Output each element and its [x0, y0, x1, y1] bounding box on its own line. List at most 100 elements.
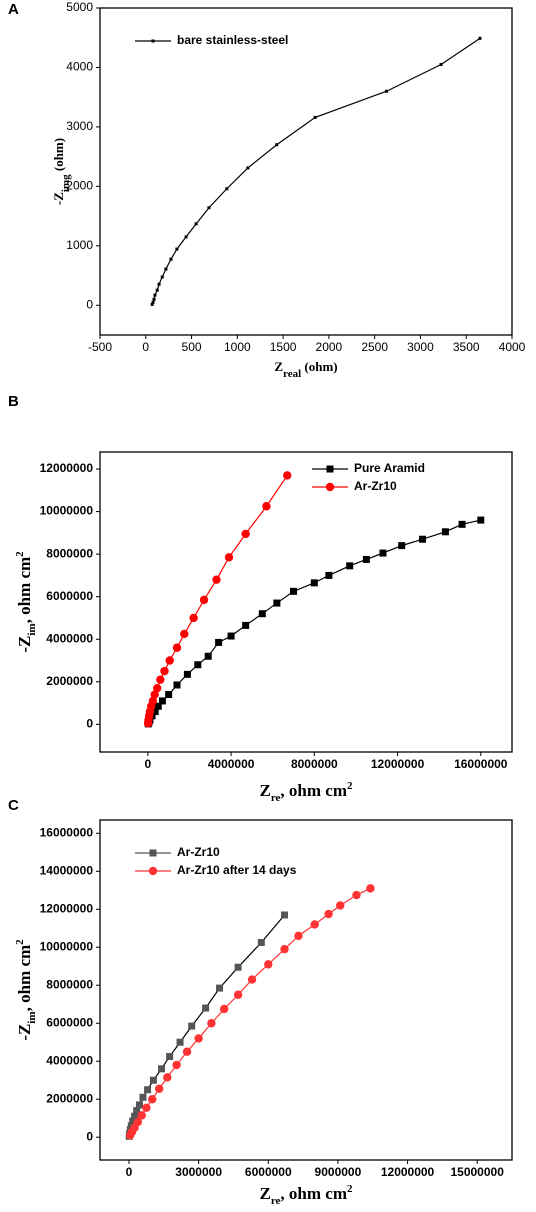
marker: [184, 235, 188, 239]
y-tick-label: 12000000: [40, 461, 94, 475]
marker: [165, 656, 174, 665]
axis-title-part: Z: [260, 781, 271, 800]
x-tick-label: 3000: [407, 340, 434, 354]
legend-marker: [325, 482, 335, 492]
series-line: [147, 519, 481, 725]
marker: [310, 579, 318, 587]
marker: [419, 535, 427, 543]
legend: Pure Aramid Ar-Zr10: [312, 461, 425, 493]
marker: [157, 282, 161, 286]
marker: [242, 621, 250, 629]
x-tick-label: 3500: [453, 340, 480, 354]
series-line: [147, 475, 288, 724]
x-tick-label: 0: [145, 757, 152, 771]
marker: [137, 1111, 146, 1120]
x-tick-label: 0: [142, 340, 149, 354]
marker: [189, 613, 198, 623]
marker: [163, 1073, 172, 1082]
axis-title-part: img: [60, 174, 72, 192]
marker: [478, 36, 482, 40]
marker: [188, 1022, 196, 1030]
marker: [182, 1047, 192, 1056]
y-tick-label: 12000000: [40, 901, 94, 915]
axis-title: -Zimg (ohm): [51, 138, 72, 205]
marker: [158, 697, 166, 705]
marker: [202, 1004, 210, 1012]
x-tick-label: 6000000: [245, 1165, 292, 1179]
x-tick-label: 2000: [316, 340, 343, 354]
marker: [294, 931, 303, 941]
marker: [362, 555, 370, 563]
axis-title-part: , ohm cm: [280, 1184, 347, 1203]
marker: [313, 115, 317, 119]
marker: [158, 1065, 166, 1073]
x-tick-label: 15000000: [450, 1165, 504, 1179]
marker: [207, 206, 211, 210]
x-tick-label: 12000000: [381, 1165, 435, 1179]
legend-label: Ar-Zr10 after 14 days: [177, 863, 297, 877]
axis-title-part: im: [26, 1011, 38, 1023]
series-line: [151, 37, 481, 305]
marker: [165, 691, 173, 699]
marker: [379, 549, 387, 557]
axis-title-part: 2: [347, 780, 353, 792]
axis-title-part: -Z: [51, 192, 66, 205]
y-tick-label: 2000: [66, 179, 93, 193]
marker: [155, 288, 159, 292]
x-tick-label: 16000000: [454, 757, 508, 771]
marker: [160, 666, 169, 676]
marker: [283, 471, 292, 480]
axis-title-part: -Z: [15, 1024, 34, 1041]
y-tick-label: 14000000: [40, 863, 94, 877]
y-tick-label: 4000000: [46, 1053, 93, 1067]
marker: [150, 690, 159, 699]
axis-title: -Zim, ohm cm2: [14, 551, 38, 653]
x-tick-label: 8000000: [291, 757, 338, 771]
x-tick-label: 0: [126, 1165, 133, 1179]
legend-marker: [326, 465, 334, 473]
axis-title-part: Z: [274, 359, 283, 374]
y-tick-label: 0: [86, 297, 93, 311]
axis-title-part: , ohm cm: [15, 557, 34, 624]
panel: B 0 4000000 8000000 12000000 16000000 0 2000000…: [8, 393, 513, 804]
axis-title-part: re: [271, 792, 281, 804]
marker: [135, 1101, 143, 1109]
panel-letter: C: [8, 797, 19, 814]
axis-title-part: (ohm): [301, 359, 337, 374]
y-tick-label: 4000: [66, 60, 93, 74]
marker: [281, 911, 289, 919]
marker: [142, 1103, 151, 1112]
marker: [151, 300, 155, 304]
marker: [194, 1034, 203, 1043]
marker: [164, 267, 168, 271]
marker: [439, 62, 443, 66]
marker: [336, 901, 345, 910]
axis-title-part: re: [271, 1195, 281, 1207]
marker: [176, 1038, 184, 1046]
marker: [204, 652, 212, 660]
panel-letter: B: [8, 393, 19, 410]
panel: C 0 3000000 6000000 9000000 12000000 15000000 0…: [8, 797, 513, 1207]
legend-label: Pure Aramid: [354, 461, 425, 475]
marker: [144, 1086, 152, 1094]
x-tick-label: 500: [182, 340, 202, 354]
marker: [153, 293, 157, 297]
marker: [133, 1107, 141, 1115]
marker: [194, 222, 198, 226]
marker: [216, 984, 224, 992]
marker: [324, 909, 333, 919]
marker: [352, 890, 361, 900]
panel: A -500 0 500 1000 1500 2000 2500 3000 3500 4000 0 10…: [8, 0, 526, 379]
marker: [458, 520, 466, 528]
y-tick-label: 0: [86, 717, 93, 731]
y-tick-label: 10000000: [40, 939, 94, 953]
marker: [156, 675, 165, 684]
marker: [241, 529, 250, 539]
axis-title-part: , ohm cm: [15, 945, 34, 1012]
marker: [398, 542, 406, 550]
legend-marker: [148, 866, 158, 876]
axis-title: Zre, ohm cm2: [260, 780, 354, 804]
marker: [151, 708, 159, 716]
marker: [385, 89, 389, 93]
